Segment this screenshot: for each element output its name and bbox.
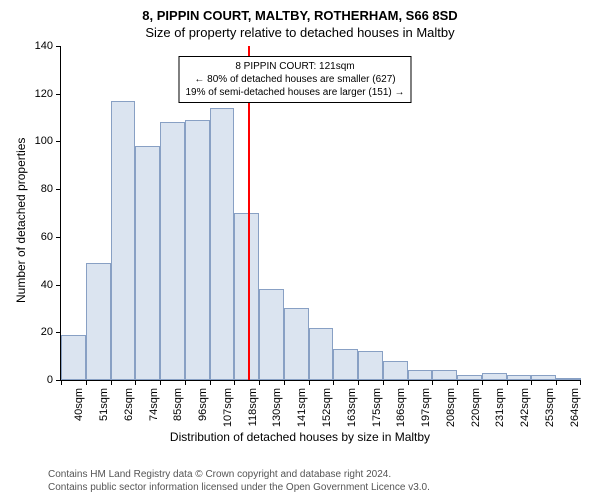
y-tick-label: 120: [35, 88, 53, 100]
y-tick-label: 140: [35, 40, 53, 52]
x-tick-label: 231sqm: [494, 388, 506, 427]
x-tick-label: 253sqm: [544, 388, 556, 427]
histogram-bar: [383, 361, 408, 380]
x-tick-label: 186sqm: [395, 388, 407, 427]
x-tick-mark: [284, 380, 285, 385]
y-tick-mark: [56, 237, 61, 238]
y-tick-label: 100: [35, 135, 53, 147]
histogram-bar: [185, 120, 210, 380]
histogram-bar: [531, 375, 556, 380]
y-axis-label: Number of detached properties: [14, 138, 28, 303]
x-tick-mark: [160, 380, 161, 385]
y-tick-label: 0: [47, 374, 53, 386]
x-tick-label: 264sqm: [569, 388, 581, 427]
footer-attribution: Contains HM Land Registry data © Crown c…: [48, 468, 430, 494]
annotation-box: 8 PIPPIN COURT: 121sqm← 80% of detached …: [178, 56, 411, 103]
chart-title-address: 8, PIPPIN COURT, MALTBY, ROTHERHAM, S66 …: [0, 0, 600, 23]
x-tick-mark: [111, 380, 112, 385]
histogram-bar: [358, 351, 383, 380]
x-tick-label: 208sqm: [445, 388, 457, 427]
x-tick-mark: [309, 380, 310, 385]
plot-area: 02040608010012014040sqm51sqm62sqm74sqm85…: [60, 46, 581, 381]
histogram-bar: [86, 263, 111, 380]
x-tick-mark: [383, 380, 384, 385]
x-tick-label: 163sqm: [346, 388, 358, 427]
x-tick-mark: [531, 380, 532, 385]
histogram-bar: [284, 308, 309, 380]
y-tick-label: 60: [41, 231, 53, 243]
x-tick-mark: [333, 380, 334, 385]
x-tick-label: 141sqm: [296, 388, 308, 427]
chart-container: 8, PIPPIN COURT, MALTBY, ROTHERHAM, S66 …: [0, 0, 600, 500]
histogram-bar: [160, 122, 185, 380]
footer-line1: Contains HM Land Registry data © Crown c…: [48, 468, 430, 481]
annotation-line3: 19% of semi-detached houses are larger (…: [185, 86, 404, 99]
histogram-bar: [259, 289, 284, 380]
x-tick-mark: [408, 380, 409, 385]
x-tick-label: 220sqm: [470, 388, 482, 427]
x-tick-mark: [185, 380, 186, 385]
x-tick-label: 40sqm: [73, 388, 85, 421]
x-tick-mark: [86, 380, 87, 385]
x-tick-mark: [556, 380, 557, 385]
y-tick-mark: [56, 94, 61, 95]
y-tick-mark: [56, 285, 61, 286]
y-tick-mark: [56, 141, 61, 142]
x-tick-mark: [457, 380, 458, 385]
annotation-line1: 8 PIPPIN COURT: 121sqm: [185, 60, 404, 73]
x-tick-label: 197sqm: [420, 388, 432, 427]
x-tick-mark: [358, 380, 359, 385]
x-tick-mark: [580, 380, 581, 385]
x-axis-label: Distribution of detached houses by size …: [0, 430, 600, 444]
y-tick-label: 40: [41, 279, 53, 291]
histogram-bar: [408, 370, 433, 380]
x-tick-label: 107sqm: [222, 388, 234, 427]
x-tick-mark: [135, 380, 136, 385]
histogram-bar: [457, 375, 482, 380]
histogram-bar: [482, 373, 507, 380]
x-tick-mark: [482, 380, 483, 385]
x-tick-label: 242sqm: [519, 388, 531, 427]
histogram-bar: [61, 335, 86, 380]
x-tick-mark: [210, 380, 211, 385]
chart-title-subtitle: Size of property relative to detached ho…: [0, 23, 600, 40]
x-tick-label: 130sqm: [271, 388, 283, 427]
x-tick-mark: [61, 380, 62, 385]
y-tick-mark: [56, 189, 61, 190]
histogram-bar: [210, 108, 235, 380]
histogram-bar: [309, 328, 334, 380]
x-tick-label: 85sqm: [172, 388, 184, 421]
x-tick-mark: [432, 380, 433, 385]
x-tick-mark: [507, 380, 508, 385]
histogram-bar: [432, 370, 457, 380]
histogram-bar: [111, 101, 136, 380]
x-tick-mark: [234, 380, 235, 385]
footer-line2: Contains public sector information licen…: [48, 481, 430, 494]
x-tick-label: 62sqm: [123, 388, 135, 421]
histogram-bar: [507, 375, 532, 380]
annotation-line2: ← 80% of detached houses are smaller (62…: [185, 73, 404, 86]
y-tick-label: 20: [41, 326, 53, 338]
histogram-bar: [556, 378, 581, 380]
x-tick-label: 118sqm: [247, 388, 259, 426]
y-tick-label: 80: [41, 183, 53, 195]
histogram-bar: [135, 146, 160, 380]
x-tick-mark: [259, 380, 260, 385]
x-tick-label: 51sqm: [98, 388, 110, 421]
x-tick-label: 152sqm: [321, 388, 333, 427]
y-tick-mark: [56, 332, 61, 333]
histogram-bar: [333, 349, 358, 380]
x-tick-label: 96sqm: [197, 388, 209, 421]
x-tick-label: 175sqm: [371, 388, 383, 427]
y-tick-mark: [56, 46, 61, 47]
x-tick-label: 74sqm: [148, 388, 160, 421]
